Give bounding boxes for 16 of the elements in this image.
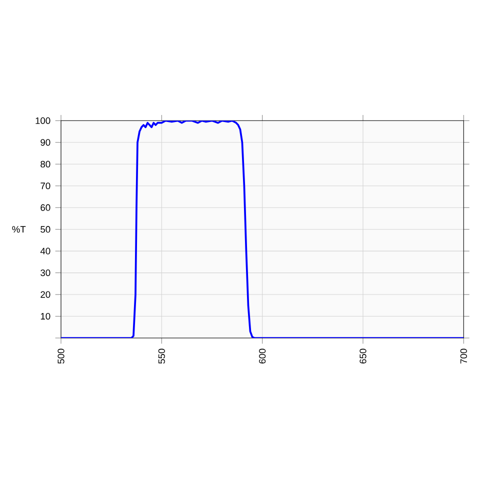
y-tick-label: 10 <box>40 312 50 320</box>
y-tick-label: 90 <box>40 139 50 146</box>
y-tick-label: 20 <box>40 291 50 298</box>
y-tick-label: 100 <box>36 117 50 124</box>
y-tick-label: 40 <box>40 248 50 254</box>
x-tick-label: 550 <box>158 348 165 364</box>
y-axis-title: %T <box>12 226 26 233</box>
x-tick-label: 700 <box>460 348 467 364</box>
x-tick-label: 500 <box>58 348 64 364</box>
x-tick-label: 600 <box>259 348 266 364</box>
y-tick-label: 50 <box>40 226 50 233</box>
y-tick-label: 60 <box>40 204 50 211</box>
y-tick-label: 30 <box>40 270 50 276</box>
y-tick-label: 70 <box>40 182 50 190</box>
y-tick-label: 80 <box>40 160 50 168</box>
x-tick-label: 650 <box>360 348 366 364</box>
